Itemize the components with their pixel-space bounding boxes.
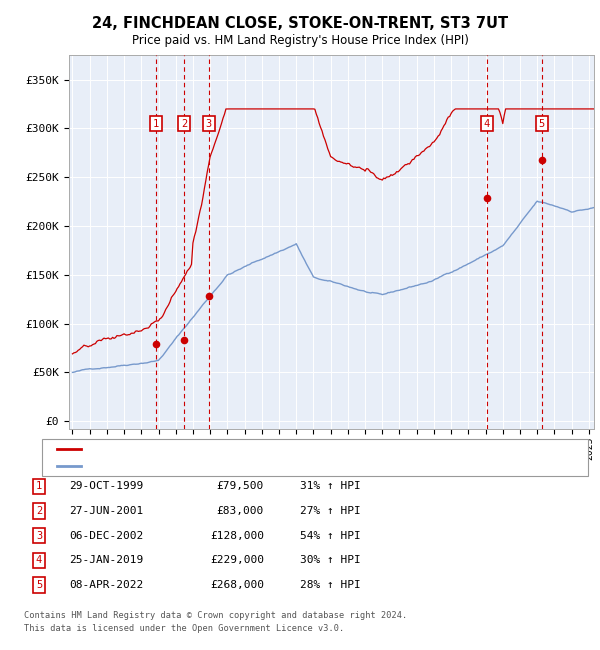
Text: Contains HM Land Registry data © Crown copyright and database right 2024.: Contains HM Land Registry data © Crown c… — [24, 611, 407, 620]
Text: 1: 1 — [36, 481, 42, 491]
Text: 08-APR-2022: 08-APR-2022 — [69, 580, 143, 590]
Text: 2: 2 — [181, 118, 187, 129]
Text: HPI: Average price, detached house, Stoke-on-Trent: HPI: Average price, detached house, Stok… — [87, 461, 381, 471]
Text: 4: 4 — [36, 555, 42, 566]
Text: 29-OCT-1999: 29-OCT-1999 — [69, 481, 143, 491]
Text: £229,000: £229,000 — [210, 555, 264, 566]
Text: £128,000: £128,000 — [210, 530, 264, 541]
Text: This data is licensed under the Open Government Licence v3.0.: This data is licensed under the Open Gov… — [24, 624, 344, 633]
Text: 24, FINCHDEAN CLOSE, STOKE-ON-TRENT, ST3 7UT: 24, FINCHDEAN CLOSE, STOKE-ON-TRENT, ST3… — [92, 16, 508, 31]
Text: Price paid vs. HM Land Registry's House Price Index (HPI): Price paid vs. HM Land Registry's House … — [131, 34, 469, 47]
Text: £268,000: £268,000 — [210, 580, 264, 590]
Text: 3: 3 — [206, 118, 212, 129]
Text: 25-JAN-2019: 25-JAN-2019 — [69, 555, 143, 566]
Text: £79,500: £79,500 — [217, 481, 264, 491]
Text: 30% ↑ HPI: 30% ↑ HPI — [300, 555, 361, 566]
Text: 27% ↑ HPI: 27% ↑ HPI — [300, 506, 361, 516]
Text: 54% ↑ HPI: 54% ↑ HPI — [300, 530, 361, 541]
Text: 5: 5 — [36, 580, 42, 590]
Text: 4: 4 — [484, 118, 490, 129]
Text: 3: 3 — [36, 530, 42, 541]
Text: 31% ↑ HPI: 31% ↑ HPI — [300, 481, 361, 491]
Text: 28% ↑ HPI: 28% ↑ HPI — [300, 580, 361, 590]
Text: 06-DEC-2002: 06-DEC-2002 — [69, 530, 143, 541]
Text: 24, FINCHDEAN CLOSE, STOKE-ON-TRENT, ST3 7UT (detached house): 24, FINCHDEAN CLOSE, STOKE-ON-TRENT, ST3… — [87, 445, 445, 454]
Text: £83,000: £83,000 — [217, 506, 264, 516]
Text: 27-JUN-2001: 27-JUN-2001 — [69, 506, 143, 516]
Text: 5: 5 — [539, 118, 545, 129]
Text: 1: 1 — [152, 118, 159, 129]
Text: 2: 2 — [36, 506, 42, 516]
